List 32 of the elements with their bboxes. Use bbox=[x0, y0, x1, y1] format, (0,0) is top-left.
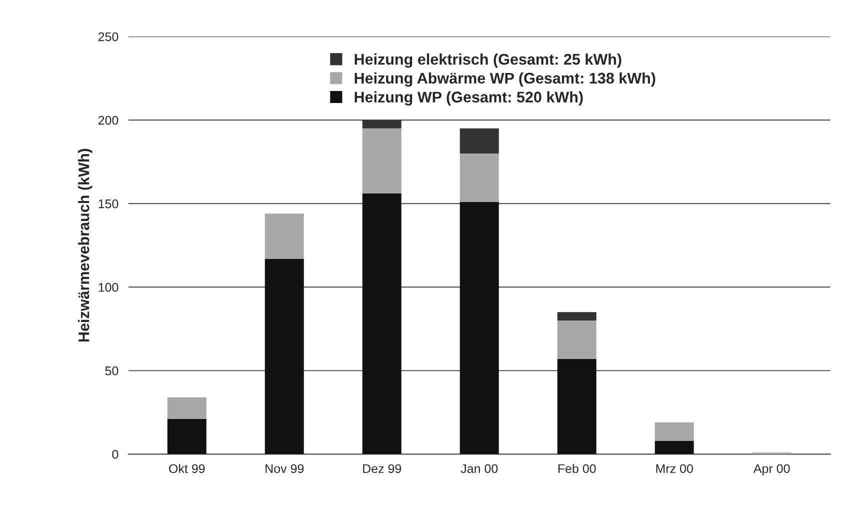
bar bbox=[167, 397, 206, 420]
bar bbox=[362, 120, 402, 128]
x-tick-label: Mrz 00 bbox=[656, 464, 693, 474]
y-tick-label: 50 bbox=[105, 366, 118, 376]
bar bbox=[654, 422, 694, 441]
legend-label: Heizung WP (Gesamt: 520 kWh) bbox=[354, 91, 583, 106]
y-tick-label: 250 bbox=[98, 32, 118, 42]
bar bbox=[654, 440, 694, 454]
y-tick-label: 200 bbox=[98, 116, 118, 125]
bar bbox=[557, 358, 596, 454]
y-axis-title: Heizwärmevebrauch (kWh) bbox=[78, 148, 92, 342]
bar bbox=[460, 128, 499, 154]
x-tick-label: Okt 99 bbox=[169, 464, 205, 474]
y-tick-label: 0 bbox=[112, 450, 118, 459]
bar bbox=[557, 312, 596, 321]
x-tick-label: Dez 99 bbox=[363, 464, 402, 474]
bar bbox=[362, 194, 402, 454]
x-tick-label: Jan 00 bbox=[460, 464, 498, 474]
bar bbox=[460, 202, 499, 454]
x-tick-label: Nov 99 bbox=[266, 464, 304, 474]
bar bbox=[460, 153, 499, 202]
bar bbox=[557, 320, 596, 359]
bar bbox=[264, 214, 304, 259]
bar bbox=[167, 419, 206, 454]
bar bbox=[264, 258, 304, 454]
x-tick-label: Feb 00 bbox=[558, 464, 596, 474]
legend-label: Heizung Abwärme WP (Gesamt: 138 kWh) bbox=[354, 72, 656, 87]
x-tick-label: Apr 00 bbox=[753, 464, 790, 476]
y-tick-label: 100 bbox=[98, 282, 118, 292]
y-tick-label: 150 bbox=[98, 199, 118, 208]
bar bbox=[362, 128, 402, 194]
legend-label: Heizung elektrisch (Gesamt: 25 kWh) bbox=[354, 54, 622, 68]
